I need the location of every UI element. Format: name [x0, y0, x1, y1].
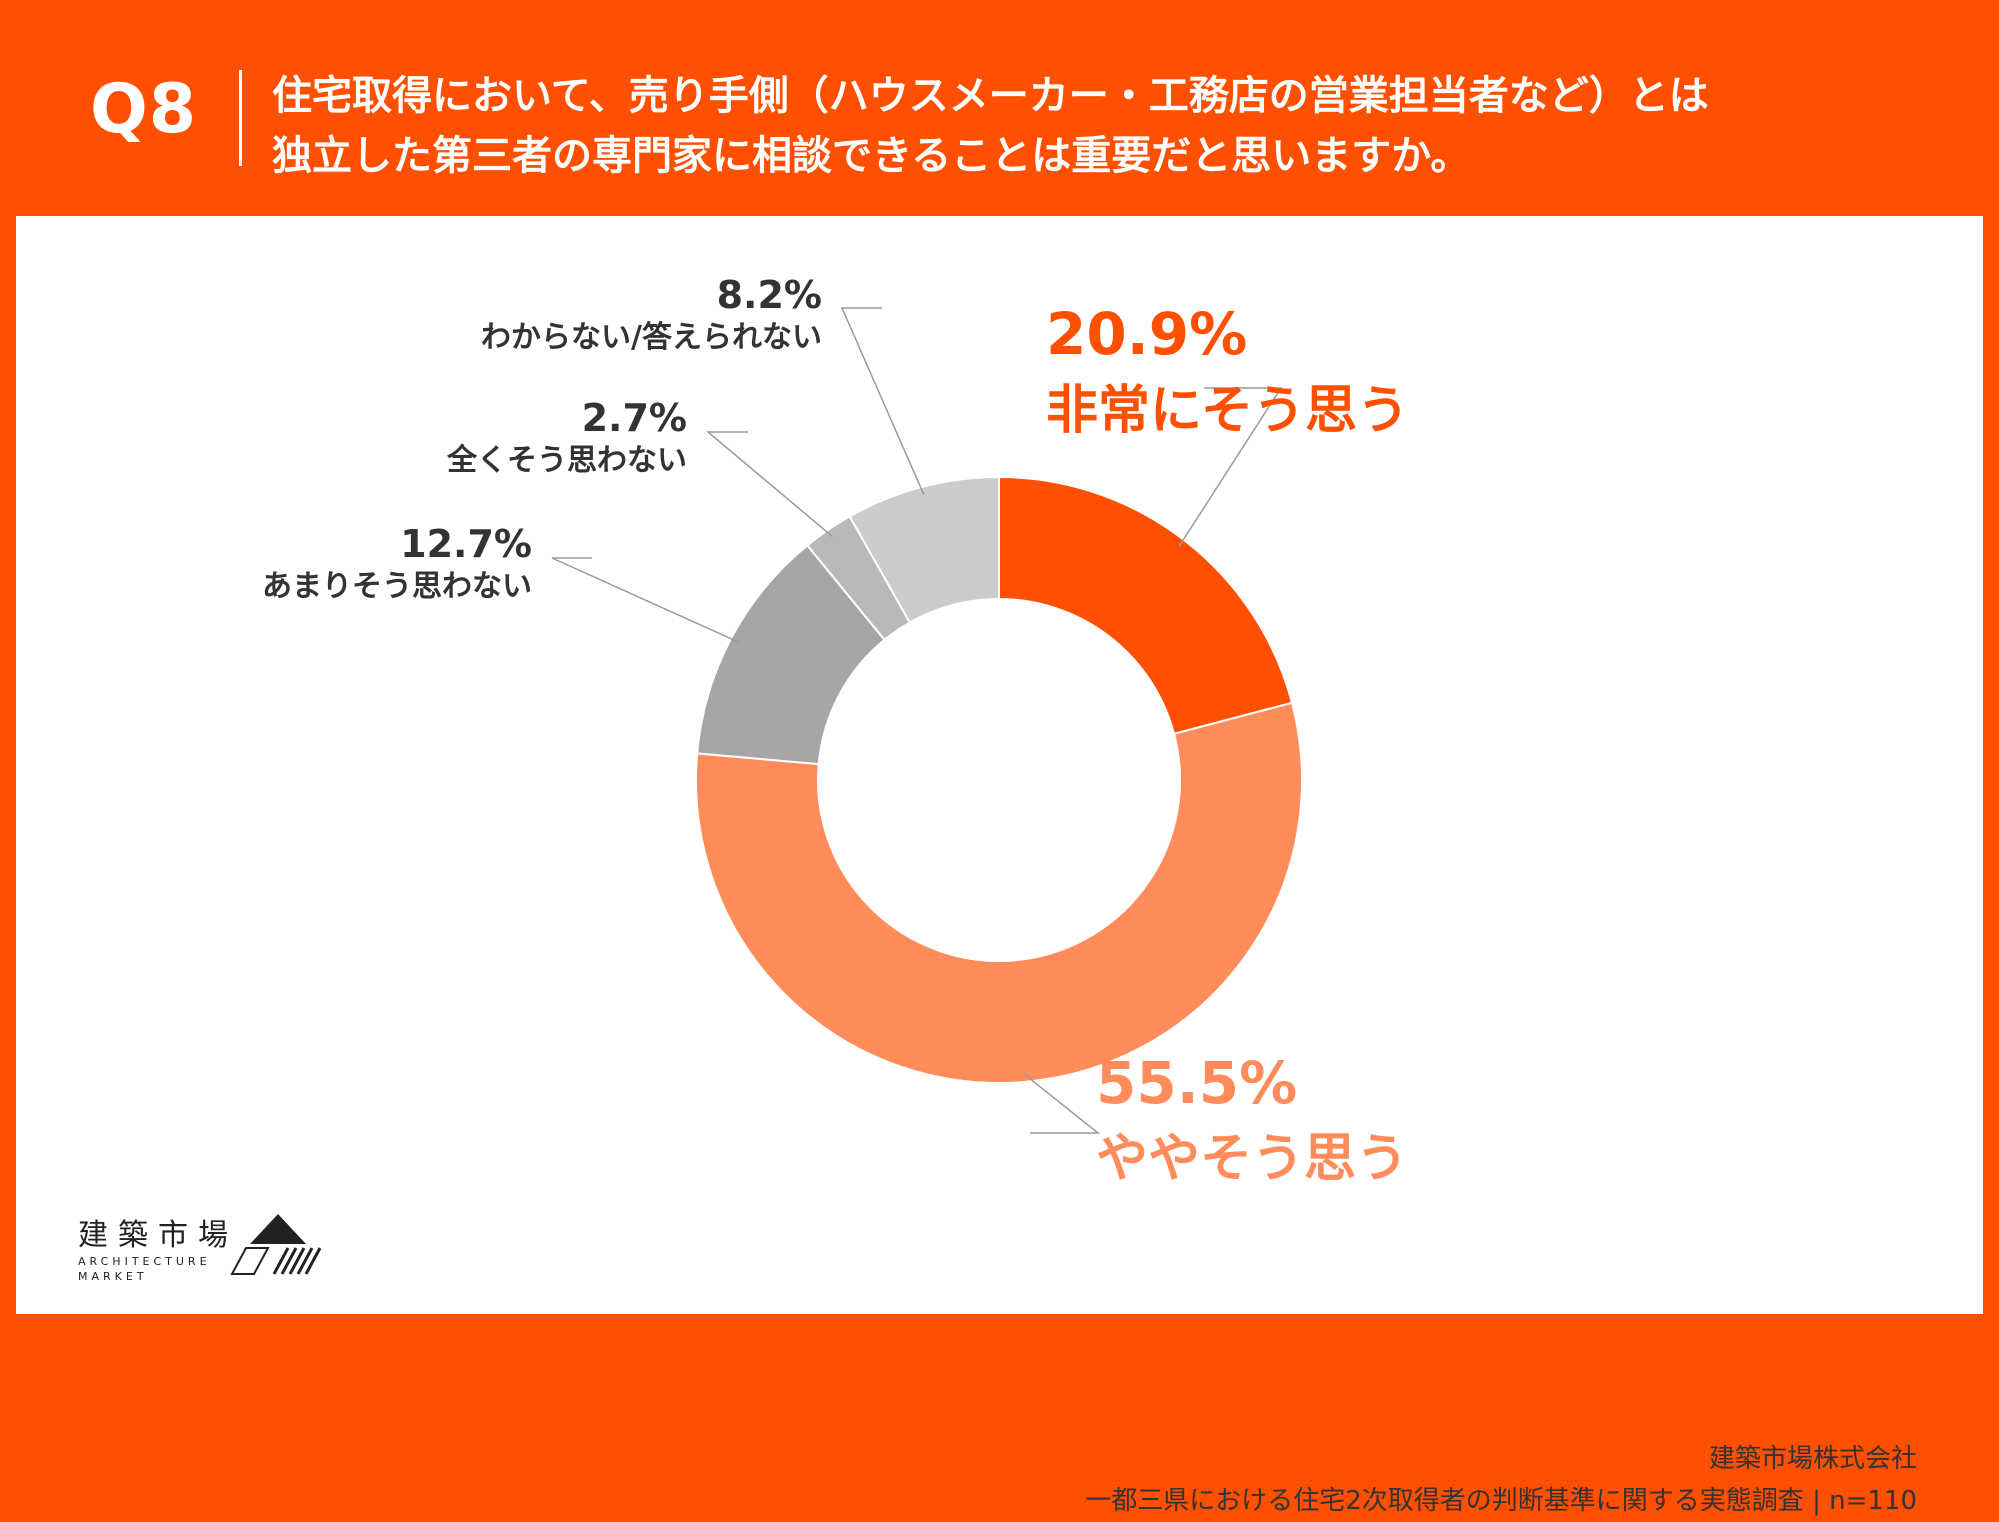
footer-survey: 一都三県における住宅2次取得者の判断基準に関する実態調査 | n=110	[1085, 1486, 1917, 1516]
logo-mountain-icon	[230, 1214, 322, 1275]
question-line-2: 独立した第三者の専門家に相談できることは重要だと思いますか。	[272, 133, 1471, 179]
donut-slice	[848, 475, 1000, 624]
logo-text-jp: 建築市場	[78, 1218, 238, 1253]
chart-panel: 20.9% 非常にそう思う 55.5% ややそう思う 12.7% あまりそう思わない 2.7…	[16, 216, 1983, 1516]
leader-line	[705, 431, 833, 538]
donut-slice	[695, 701, 1303, 1084]
footer-company: 建築市場株式会社	[1708, 1444, 1917, 1474]
leader-line	[1023, 1073, 1101, 1134]
leader-line	[840, 307, 925, 496]
slice-category-label: 非常にそう思う	[1046, 381, 1409, 441]
logo-text-en-1: ARCHITECTURE	[78, 1255, 211, 1268]
company-logo: 建築市場 ARCHITECTURE MARKET	[78, 1210, 338, 1290]
slice-category-label: ややそう思う	[1096, 1129, 1408, 1189]
slice-value-label: 8.2%	[717, 273, 822, 317]
question-number: Q8	[90, 70, 198, 149]
footer: 建築市場株式会社 一都三県における住宅2次取得者の判断基準に関する実態調査 | …	[1085, 1438, 1917, 1522]
slice-category-label: わからない/答えられない	[481, 320, 822, 355]
logo-text-en: ARCHITECTURE MARKET	[78, 1254, 228, 1284]
leader-line	[551, 557, 739, 643]
slice-value-label: 55.5%	[1096, 1049, 1297, 1117]
donut-slice	[998, 475, 1294, 736]
leader-line	[1178, 387, 1283, 547]
donut-chart: 20.9% 非常にそう思う 55.5% ややそう思う 12.7%あまりそう思わない 2.7…	[262, 273, 1409, 1189]
question-line-1: 住宅取得において、売り手側（ハウスメーカー・工務店の営業担当者など）とは	[272, 73, 1709, 119]
slice-value-label: 12.7%	[400, 522, 532, 566]
slice-category-label: あまりそう思わない	[262, 569, 532, 604]
question-text: 住宅取得において、売り手側（ハウスメーカー・工務店の営業担当者など）とは 独立し…	[272, 66, 1952, 186]
question-divider	[239, 70, 242, 166]
slice-value-label: 20.9%	[1046, 300, 1247, 368]
slice-value-label: 2.7%	[582, 396, 687, 440]
slice-category-label: 全くそう思わない	[446, 443, 687, 478]
header: Q8 住宅取得において、売り手側（ハウスメーカー・工務店の営業担当者など）とは …	[0, 0, 1999, 215]
logo-text-en-2: MARKET	[78, 1270, 148, 1283]
